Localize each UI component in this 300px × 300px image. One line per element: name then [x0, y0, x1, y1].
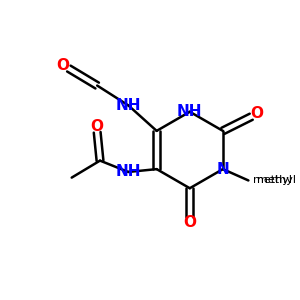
Text: O: O — [250, 106, 263, 122]
Text: methyl: methyl — [257, 176, 296, 185]
Text: O: O — [57, 58, 70, 73]
Text: NH: NH — [177, 104, 203, 119]
Text: NH: NH — [116, 98, 141, 113]
Text: O: O — [183, 215, 196, 230]
Text: O: O — [91, 119, 104, 134]
Text: methyl: methyl — [253, 176, 292, 185]
Text: N: N — [217, 162, 229, 177]
Text: NH: NH — [116, 164, 141, 179]
